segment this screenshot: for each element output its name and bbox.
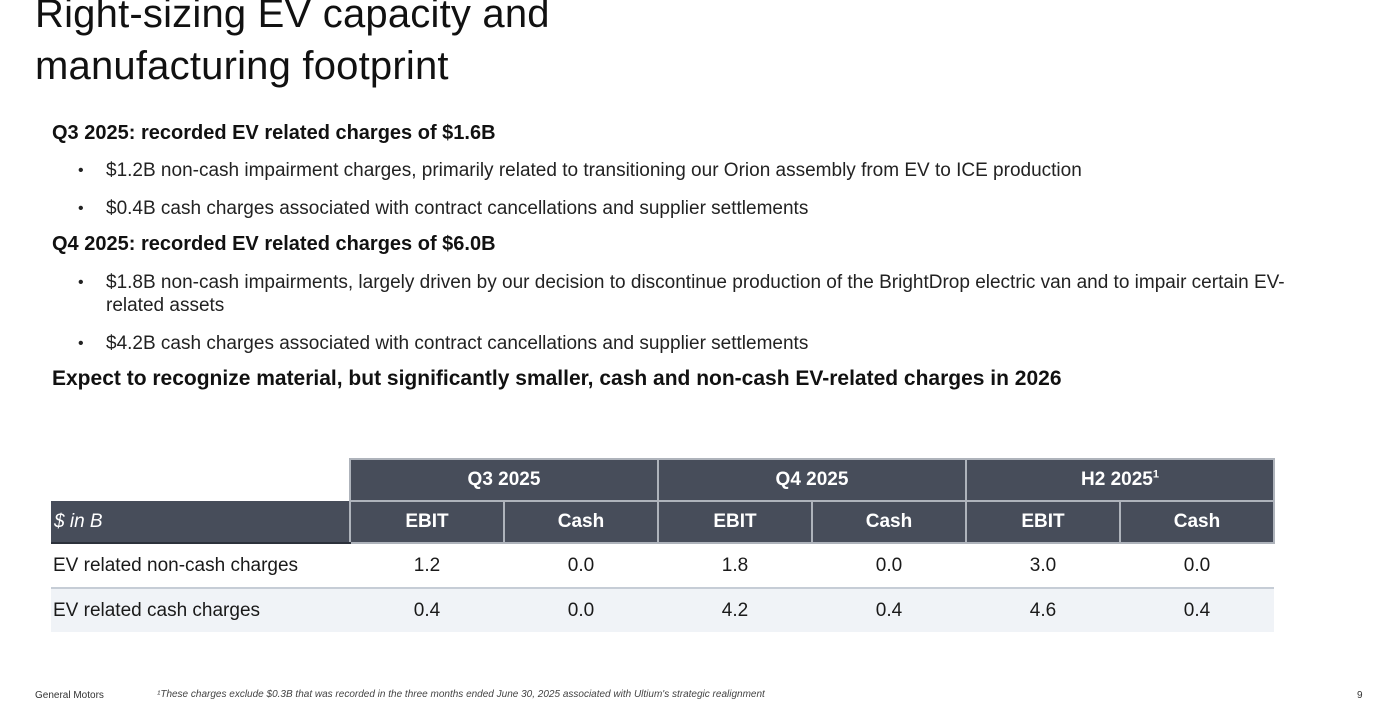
q4-bullet-noncash: • $1.8B non-cash impairments, largely dr… [78, 271, 1286, 317]
bullet-text: $0.4B cash charges associated with contr… [106, 198, 809, 219]
q3-bullet-list: • $1.2B non-cash impairment charges, pri… [52, 159, 1332, 220]
subcol-q3-cash: Cash [503, 500, 659, 544]
cell-h2-cash: 0.4 [1120, 587, 1274, 632]
q4-heading: Q4 2025: recorded EV related charges of … [52, 233, 496, 255]
slide-title-line-2: manufacturing footprint [35, 44, 449, 88]
table-row-noncash: EV related non-cash charges 1.2 0.0 1.8 … [51, 543, 1274, 588]
period-header-q4: Q4 2025 [657, 458, 967, 502]
bullet-icon: • [78, 162, 84, 179]
footer-brand: General Motors [35, 690, 104, 701]
cell-h2-cash: 0.0 [1120, 543, 1274, 588]
cell-q3-cash: 0.0 [504, 587, 658, 632]
unit-label: $ in B [51, 501, 351, 544]
q3-bullet-noncash: • $1.2B non-cash impairment charges, pri… [78, 159, 1332, 182]
q3-bullet-cash: • $0.4B cash charges associated with con… [78, 197, 1332, 220]
period-label: Q4 2025 [775, 469, 849, 490]
cell-q4-ebit: 1.8 [658, 543, 812, 588]
row-label: EV related non-cash charges [51, 543, 350, 588]
q4-bullet-cash: • $4.2B cash charges associated with con… [78, 332, 1332, 355]
table-row-cash: EV related cash charges 0.4 0.0 4.2 0.4 … [51, 587, 1274, 632]
q4-bullet-list: • $1.8B non-cash impairments, largely dr… [52, 271, 1332, 355]
subcol-q4-ebit: EBIT [657, 500, 813, 544]
bullet-icon: • [78, 274, 84, 291]
slide-body: Q3 2025: recorded EV related charges of … [52, 118, 1332, 394]
cell-q3-cash: 0.0 [504, 543, 658, 588]
cell-q4-cash: 0.4 [812, 587, 966, 632]
bullet-icon: • [78, 200, 84, 217]
outlook-statement: Expect to recognize material, but signif… [52, 367, 1062, 390]
table-corner-blank [51, 459, 350, 501]
cell-q4-ebit: 4.2 [658, 587, 812, 632]
row-label: EV related cash charges [51, 587, 350, 632]
period-label: H2 2025 [1081, 469, 1153, 490]
subcol-h2-cash: Cash [1119, 500, 1275, 544]
bullet-text: $1.2B non-cash impairment charges, prima… [106, 160, 1082, 181]
subcol-q3-ebit: EBIT [349, 500, 505, 544]
cell-q4-cash: 0.0 [812, 543, 966, 588]
slide-title: Right-sizing EV capacity and manufacturi… [35, 0, 550, 92]
footer-footnote: ¹These charges exclude $0.3B that was re… [157, 689, 765, 700]
period-header-q3: Q3 2025 [349, 458, 659, 502]
cell-q3-ebit: 1.2 [350, 543, 504, 588]
page-number: 9 [1357, 690, 1363, 701]
bullet-text: $1.8B non-cash impairments, largely driv… [106, 272, 1285, 316]
footnote-marker: 1 [1152, 468, 1159, 481]
slide-title-line-1: Right-sizing EV capacity and [35, 0, 550, 36]
subcol-q4-cash: Cash [811, 500, 967, 544]
cell-h2-ebit: 3.0 [966, 543, 1120, 588]
period-label: Q3 2025 [467, 469, 541, 490]
bullet-icon: • [78, 335, 84, 352]
ev-charges-table: Q3 2025 Q4 2025 H2 20251 $ in B EBIT Cas… [51, 458, 1275, 632]
bullet-text: $4.2B cash charges associated with contr… [106, 333, 809, 354]
cell-q3-ebit: 0.4 [350, 587, 504, 632]
period-header-h2: H2 20251 [965, 458, 1275, 502]
subcol-h2-ebit: EBIT [965, 500, 1121, 544]
cell-h2-ebit: 4.6 [966, 587, 1120, 632]
q3-heading: Q3 2025: recorded EV related charges of … [52, 122, 496, 144]
